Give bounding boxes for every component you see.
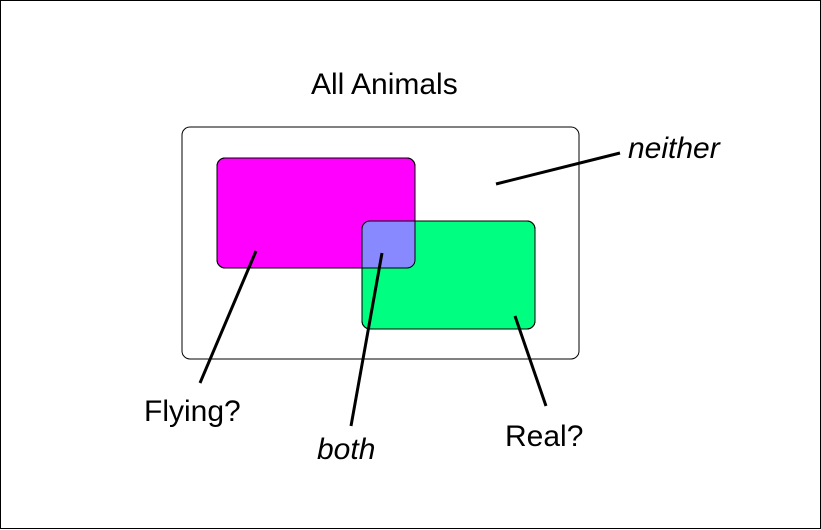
title-all-animals: All Animals xyxy=(311,68,458,101)
real-pointer-line xyxy=(513,315,548,407)
label-neither: neither xyxy=(628,132,720,165)
label-both: both xyxy=(317,433,376,466)
both-pointer-line xyxy=(349,252,384,427)
label-flying: Flying? xyxy=(144,395,241,428)
flying-set-outline xyxy=(216,157,416,269)
flying-pointer-line xyxy=(198,250,258,384)
real-set-outline xyxy=(361,220,536,330)
neither-pointer-line xyxy=(495,151,621,186)
label-real: Real? xyxy=(505,420,584,453)
both-overlap-region xyxy=(362,221,415,268)
